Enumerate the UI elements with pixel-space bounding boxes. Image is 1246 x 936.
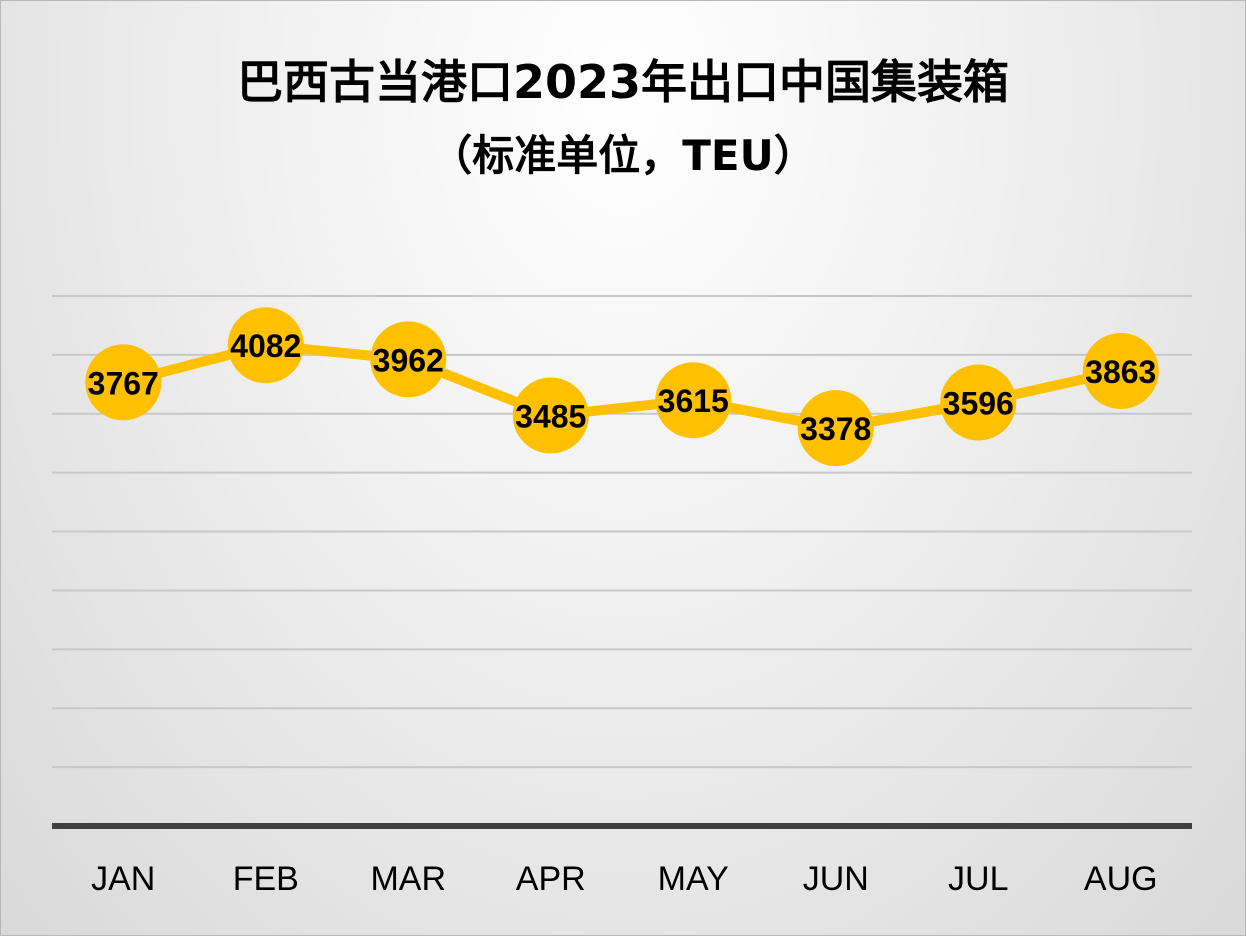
x-tick-label: MAR xyxy=(370,860,446,898)
chart-subtitle: （标准单位，TEU） xyxy=(430,131,816,180)
data-label: 4082 xyxy=(230,328,301,364)
x-tick-label: MAY xyxy=(658,860,729,898)
data-point-marker xyxy=(512,377,589,454)
data-label: 3767 xyxy=(88,365,159,401)
data-point-marker xyxy=(370,321,447,398)
data-label: 3378 xyxy=(800,411,871,447)
x-tick-label: AUG xyxy=(1084,860,1158,898)
data-point-marker xyxy=(227,307,304,384)
x-tick-label: JAN xyxy=(91,860,155,898)
data-label: 3962 xyxy=(373,342,444,378)
chart-title: 巴西古当港口2023年出口中国集装箱 xyxy=(236,55,1010,109)
x-tick-label: JUL xyxy=(948,860,1008,898)
data-point-marker xyxy=(1082,333,1159,410)
data-label: 3596 xyxy=(943,385,1014,421)
data-label: 3615 xyxy=(658,383,729,419)
x-tick-label: FEB xyxy=(233,860,299,898)
data-point-marker xyxy=(85,344,162,421)
x-tick-label: APR xyxy=(516,860,586,898)
data-label: 3863 xyxy=(1085,354,1156,390)
data-label: 3485 xyxy=(515,399,586,435)
data-point-marker xyxy=(940,364,1017,441)
data-point-marker xyxy=(797,390,874,467)
x-tick-label: JUN xyxy=(803,860,869,898)
data-point-marker xyxy=(655,362,732,439)
